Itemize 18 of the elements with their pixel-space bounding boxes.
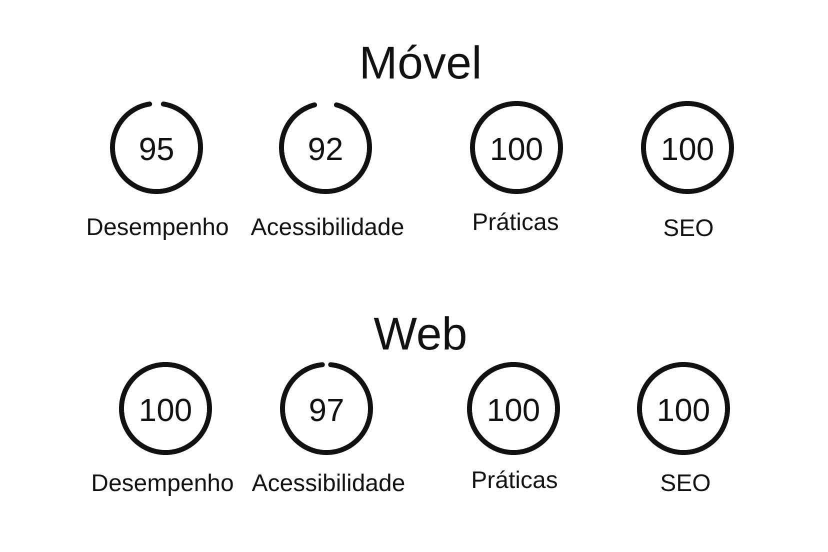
data-label: 100: [656, 392, 710, 428]
category-label: SEO: [660, 470, 711, 497]
category-label: Desempenho: [91, 470, 234, 497]
data-label: 100: [660, 131, 714, 167]
data-label: 100: [138, 392, 192, 428]
text: Web: [374, 308, 468, 360]
data-label: 92: [308, 131, 344, 167]
category-label: Práticas: [472, 209, 559, 236]
data-label: 100: [486, 392, 540, 428]
data-label: 95: [138, 131, 174, 167]
data-label: 100: [490, 131, 544, 167]
category-label: Acessibilidade: [250, 214, 404, 241]
category-label: SEO: [663, 215, 714, 242]
category-label: Desempenho: [86, 214, 229, 241]
category-label: Acessibilidade: [252, 470, 406, 497]
data-label: 97: [308, 392, 344, 428]
category-label: Práticas: [471, 467, 558, 494]
text: Móvel: [359, 36, 482, 88]
